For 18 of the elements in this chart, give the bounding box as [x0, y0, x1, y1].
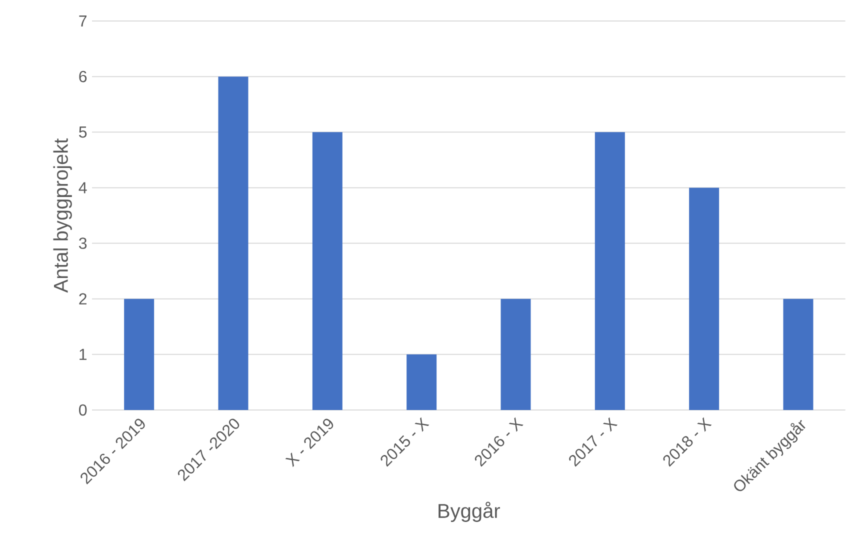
y-tick-label: 3 [79, 238, 87, 249]
bar [218, 76, 248, 410]
bar [689, 188, 720, 410]
y-tick-label: 4 [78, 182, 87, 194]
y-axis-title: Antal byggprojekt [53, 138, 72, 293]
y-tick-label: 7 [79, 16, 86, 26]
y-tick-label: 0 [79, 404, 87, 416]
x-axis-title: Byggår [438, 502, 500, 522]
bar [783, 298, 814, 410]
bar [406, 354, 437, 410]
bar [500, 298, 531, 410]
y-tick-label: 6 [79, 70, 87, 82]
bar [124, 298, 154, 410]
bar [594, 132, 625, 410]
y-tick-label: 1 [80, 348, 87, 360]
y-tick-label: 2 [79, 293, 86, 304]
bar [312, 132, 342, 410]
y-tick-label: 5 [79, 126, 87, 138]
